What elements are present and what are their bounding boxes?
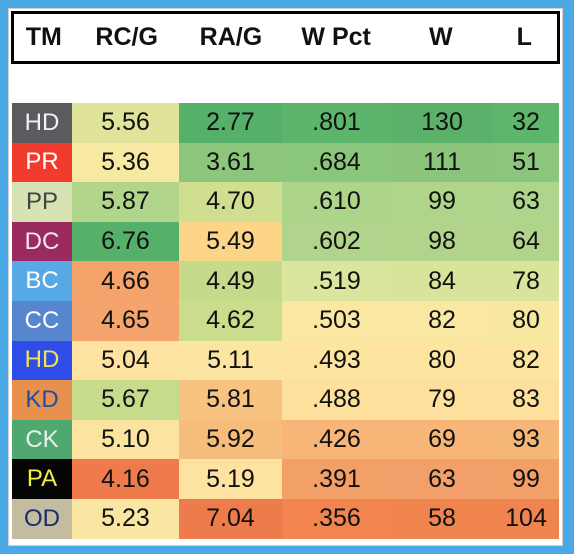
ra-per-game-cell: 5.81: [179, 380, 282, 420]
ra-per-game-cell: 4.49: [179, 261, 282, 301]
losses-cell: 93: [493, 419, 559, 460]
rc-per-game-cell: 5.10: [72, 419, 179, 460]
wins-cell: 84: [391, 261, 493, 301]
team-cell: OD: [12, 498, 72, 539]
losses-cell: 64: [493, 221, 559, 262]
losses-cell: 83: [493, 380, 559, 420]
table-row: CK 5.10 5.92.426 69 93: [12, 419, 559, 460]
table-row: PA 4.16 5.19.391 63 99: [12, 459, 559, 499]
team-cell: CK: [12, 419, 72, 460]
team-cell: PR: [12, 142, 72, 183]
header-tm: TM: [25, 23, 62, 51]
table-row: BC 4.66 4.49.519 84 78: [12, 261, 559, 301]
ra-per-game-cell: 3.61: [179, 142, 282, 183]
team-cell: BC: [12, 261, 72, 301]
wins-cell: 82: [391, 300, 493, 341]
ra-per-game-cell: 4.70: [179, 182, 282, 222]
rc-per-game-cell: 4.65: [72, 300, 179, 341]
win-pct-cell: .488: [282, 380, 391, 420]
rc-per-game-cell: 5.56: [72, 103, 179, 143]
wins-cell: 79: [391, 380, 493, 420]
header-win-pct: W Pct: [301, 23, 371, 51]
win-pct-cell: .610: [282, 182, 391, 222]
table-row: HD 5.04 5.11.493 80 82: [12, 340, 559, 381]
wins-cell: 63: [391, 459, 493, 499]
table-row: KD 5.67 5.81.488 79 83: [12, 380, 559, 420]
team-cell: CC: [12, 300, 72, 341]
rc-per-game-cell: 5.87: [72, 182, 179, 222]
table-row: CC 4.65 4.62.503 82 80: [12, 300, 559, 341]
standings-table-panel: TM RC/G RA/G W Pct W L HD 5.56 2.77.801 130…: [8, 8, 563, 546]
losses-cell: 32: [493, 103, 559, 143]
ra-per-game-cell: 5.11: [179, 340, 282, 381]
table-row: PR 5.36 3.61.684 111 51: [12, 142, 559, 183]
ra-per-game-cell: 2.77: [179, 103, 282, 143]
wins-cell: 80: [391, 340, 493, 381]
rc-per-game-cell: 6.76: [72, 221, 179, 262]
losses-cell: 104: [493, 498, 559, 539]
losses-cell: 99: [493, 459, 559, 499]
table-header-row: TM RC/G RA/G W Pct W L: [11, 11, 560, 64]
win-pct-cell: .519: [282, 261, 391, 301]
win-pct-cell: .684: [282, 142, 391, 183]
header-losses: L: [516, 23, 532, 51]
ra-per-game-cell: 7.04: [179, 498, 282, 539]
team-cell: HD: [12, 103, 72, 143]
wins-cell: 111: [391, 142, 493, 183]
team-cell: HD: [12, 340, 72, 381]
win-pct-cell: .801: [282, 103, 391, 143]
losses-cell: 82: [493, 340, 559, 381]
rc-per-game-cell: 5.36: [72, 142, 179, 183]
team-cell: PA: [12, 459, 72, 499]
rc-per-game-cell: 5.67: [72, 380, 179, 420]
team-cell: PP: [12, 182, 72, 222]
losses-cell: 63: [493, 182, 559, 222]
header-rc-per-game: RC/G: [95, 23, 158, 51]
win-pct-cell: .493: [282, 340, 391, 381]
team-cell: KD: [12, 380, 72, 420]
wins-cell: 130: [391, 103, 493, 143]
rc-per-game-cell: 4.66: [72, 261, 179, 301]
losses-cell: 51: [493, 142, 559, 183]
table-row: PP 5.87 4.70.610 99 63: [12, 182, 559, 222]
header-ra-per-game: RA/G: [199, 23, 263, 51]
win-pct-cell: .356: [282, 498, 391, 539]
wins-cell: 99: [391, 182, 493, 222]
losses-cell: 78: [493, 261, 559, 301]
ra-per-game-cell: 5.92: [179, 419, 282, 460]
ra-per-game-cell: 5.49: [179, 221, 282, 262]
losses-cell: 80: [493, 300, 559, 341]
table-row: DC 6.76 5.49.602 98 64: [12, 221, 559, 262]
table-row: HD 5.56 2.77.801 130 32: [12, 103, 559, 143]
rc-per-game-cell: 5.23: [72, 498, 179, 539]
header-wins: W: [429, 23, 453, 51]
rc-per-game-cell: 5.04: [72, 340, 179, 381]
win-pct-cell: .391: [282, 459, 391, 499]
wins-cell: 69: [391, 419, 493, 460]
table-body: HD 5.56 2.77.801 130 32 PR 5.36 3.61.684 111 51 PP…: [12, 103, 559, 539]
win-pct-cell: .503: [282, 300, 391, 341]
wins-cell: 98: [391, 221, 493, 262]
team-cell: DC: [12, 221, 72, 262]
ra-per-game-cell: 5.19: [179, 459, 282, 499]
table-row: OD 5.23 7.04.356 58 104: [12, 498, 559, 539]
rc-per-game-cell: 4.16: [72, 459, 179, 499]
win-pct-cell: .426: [282, 419, 391, 460]
wins-cell: 58: [391, 498, 493, 539]
win-pct-cell: .602: [282, 221, 391, 262]
ra-per-game-cell: 4.62: [179, 300, 282, 341]
